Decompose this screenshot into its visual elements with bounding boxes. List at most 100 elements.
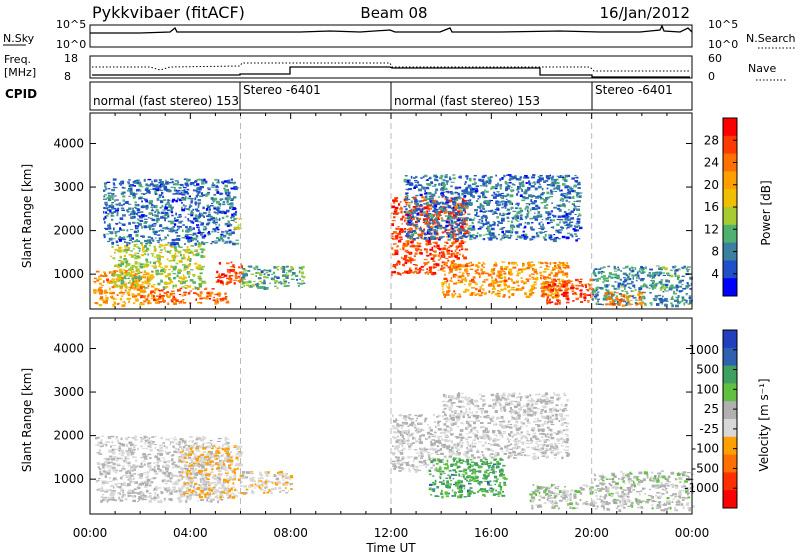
data-pixel bbox=[217, 279, 220, 283]
data-pixel bbox=[453, 217, 456, 220]
data-pixel bbox=[569, 186, 572, 189]
data-pixel bbox=[475, 271, 479, 274]
data-pixel bbox=[480, 180, 483, 182]
data-pixel bbox=[595, 293, 598, 296]
data-pixel bbox=[166, 250, 170, 253]
data-pixel bbox=[406, 228, 409, 230]
data-pixel bbox=[450, 261, 455, 264]
data-pixel bbox=[640, 292, 644, 295]
data-pixel bbox=[587, 301, 590, 303]
data-pixel bbox=[429, 218, 433, 222]
data-pixel bbox=[209, 451, 213, 455]
data-pixel bbox=[163, 185, 167, 189]
data-pixel bbox=[556, 264, 561, 267]
data-pixel bbox=[391, 235, 394, 238]
data-pixel bbox=[396, 212, 399, 215]
data-pixel bbox=[490, 227, 495, 231]
data-pixel bbox=[435, 188, 439, 192]
data-pixel bbox=[432, 194, 436, 197]
data-pixel bbox=[190, 229, 193, 231]
data-pixel bbox=[270, 277, 273, 280]
data-pixel bbox=[119, 270, 124, 273]
data-pixel bbox=[233, 213, 237, 216]
data-pixel bbox=[611, 293, 614, 296]
data-pixel bbox=[410, 175, 413, 179]
data-pixel bbox=[123, 258, 127, 261]
data-pixel bbox=[130, 185, 133, 188]
data-pixel bbox=[175, 442, 178, 445]
data-pixel bbox=[141, 235, 145, 238]
data-pixel bbox=[226, 470, 230, 472]
data-pixel bbox=[111, 207, 115, 210]
data-pixel bbox=[226, 438, 230, 440]
data-pixel bbox=[223, 180, 228, 183]
data-pixel bbox=[492, 221, 495, 223]
data-pixel bbox=[546, 196, 549, 200]
data-pixel bbox=[153, 284, 156, 286]
data-pixel bbox=[428, 213, 432, 214]
data-pixel bbox=[427, 216, 430, 219]
data-pixel bbox=[123, 269, 126, 271]
data-pixel bbox=[440, 268, 443, 271]
data-pixel bbox=[109, 292, 113, 295]
data-pixel bbox=[159, 224, 163, 228]
data-pixel bbox=[606, 291, 611, 293]
data-pixel bbox=[425, 233, 428, 236]
data-pixel bbox=[662, 286, 667, 289]
data-pixel bbox=[460, 245, 464, 248]
data-pixel bbox=[228, 232, 233, 236]
data-pixel bbox=[197, 203, 200, 207]
data-pixel bbox=[220, 199, 222, 201]
data-pixel bbox=[446, 204, 450, 206]
data-pixel bbox=[469, 177, 472, 181]
data-pixel bbox=[148, 437, 151, 439]
data-pixel bbox=[177, 268, 182, 271]
data-pixel bbox=[210, 291, 213, 295]
data-pixel bbox=[126, 451, 130, 454]
data-pixel bbox=[130, 216, 134, 219]
data-pixel bbox=[505, 201, 508, 204]
data-pixel bbox=[435, 175, 439, 179]
data-pixel bbox=[406, 240, 410, 244]
data-pixel bbox=[177, 271, 181, 274]
data-pixel bbox=[555, 288, 557, 291]
data-pixel bbox=[510, 279, 514, 282]
data-pixel bbox=[493, 211, 497, 214]
data-pixel bbox=[562, 262, 565, 265]
data-pixel bbox=[154, 289, 157, 292]
data-pixel bbox=[192, 221, 195, 224]
data-pixel bbox=[210, 197, 214, 200]
data-pixel bbox=[471, 221, 474, 224]
data-pixel bbox=[558, 283, 562, 285]
data-pixel bbox=[531, 222, 534, 224]
data-pixel bbox=[132, 477, 134, 480]
data-pixel bbox=[299, 278, 301, 280]
data-pixel bbox=[478, 178, 482, 182]
data-pixel bbox=[126, 272, 130, 274]
data-pixel bbox=[566, 223, 570, 226]
data-pixel bbox=[116, 270, 119, 272]
data-pixel bbox=[511, 176, 516, 179]
data-pixel bbox=[440, 195, 444, 197]
data-pixel bbox=[194, 287, 199, 290]
data-pixel bbox=[110, 282, 113, 284]
data-pixel bbox=[178, 460, 182, 463]
data-pixel bbox=[502, 295, 506, 298]
data-pixel bbox=[98, 278, 102, 280]
data-pixel bbox=[174, 252, 177, 256]
data-pixel bbox=[681, 298, 685, 302]
data-pixel bbox=[426, 238, 429, 240]
data-pixel bbox=[232, 196, 237, 199]
data-pixel bbox=[605, 299, 608, 301]
data-pixel bbox=[152, 239, 155, 242]
data-pixel bbox=[528, 290, 533, 292]
data-pixel bbox=[181, 264, 186, 266]
data-pixel bbox=[194, 208, 198, 211]
data-pixel bbox=[436, 203, 441, 205]
data-pixel bbox=[521, 189, 523, 192]
data-pixel bbox=[128, 207, 132, 210]
data-pixel bbox=[563, 192, 567, 195]
data-pixel bbox=[527, 211, 530, 214]
data-pixel bbox=[164, 250, 167, 252]
data-pixel bbox=[413, 255, 416, 257]
